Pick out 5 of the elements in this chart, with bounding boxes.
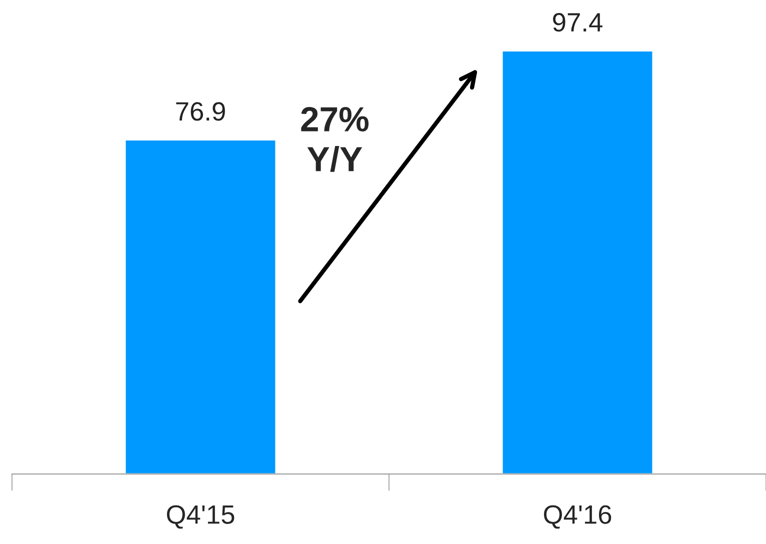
annotation: 27% Y/Y — [301, 106, 369, 172]
x-tick-label: Q4'15 — [166, 505, 234, 529]
x-tick-label: Q4'16 — [544, 505, 612, 529]
data-label: 97.4 — [553, 12, 602, 32]
data-label: 76.9 — [176, 102, 225, 121]
